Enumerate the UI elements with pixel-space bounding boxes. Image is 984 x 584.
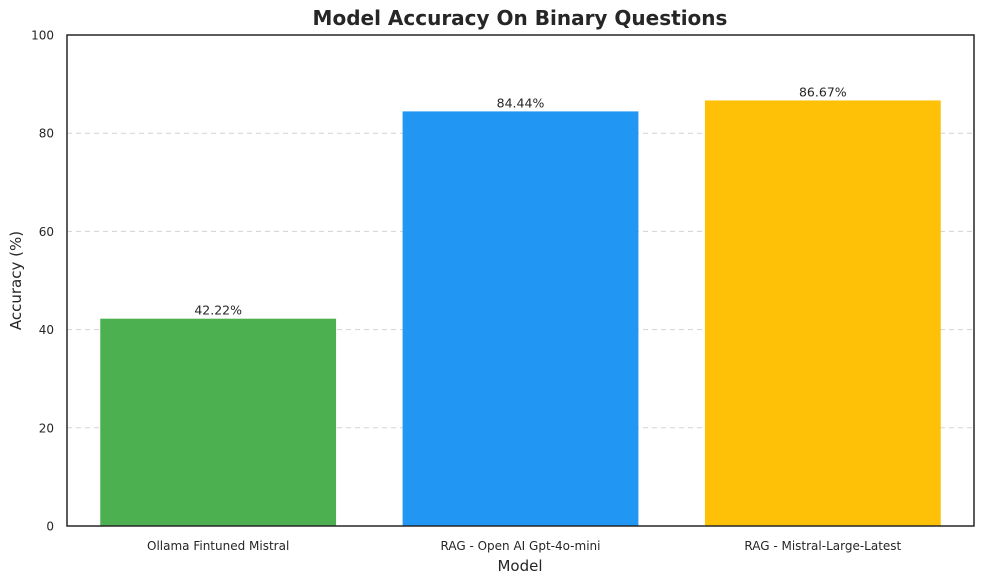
y-axis-ticks: 0 20 40 60 80 100 [31, 29, 54, 534]
x-tick-label: RAG - Mistral-Large-Latest [744, 539, 901, 553]
x-tick-label: Ollama Fintuned Mistral [147, 539, 289, 553]
bar [704, 100, 941, 526]
bar-value-label: 86.67% [799, 84, 847, 99]
y-tick-label: 40 [39, 323, 54, 337]
x-axis-label: Model [497, 557, 542, 575]
y-tick-label: 0 [46, 520, 54, 534]
bar [100, 318, 337, 526]
bar-value-label: 42.22% [194, 303, 242, 318]
plot-frame [66, 34, 975, 527]
y-tick-label: 20 [39, 421, 54, 435]
bar [402, 111, 639, 526]
data-labels: 42.22% 84.44% 86.67% [194, 84, 846, 317]
x-tick-label: RAG - Open AI Gpt-4o-mini [441, 539, 601, 553]
y-tick-label: 60 [39, 225, 54, 239]
y-tick-label: 80 [39, 127, 54, 141]
y-axis-label: Accuracy (%) [7, 231, 25, 330]
chart-title: Model Accuracy On Binary Questions [313, 6, 728, 30]
bar-value-label: 84.44% [497, 95, 545, 110]
x-axis-ticks: Ollama Fintuned Mistral RAG - Open AI Gpt… [147, 539, 902, 553]
bars [100, 100, 941, 526]
y-tick-label: 100 [31, 29, 54, 43]
